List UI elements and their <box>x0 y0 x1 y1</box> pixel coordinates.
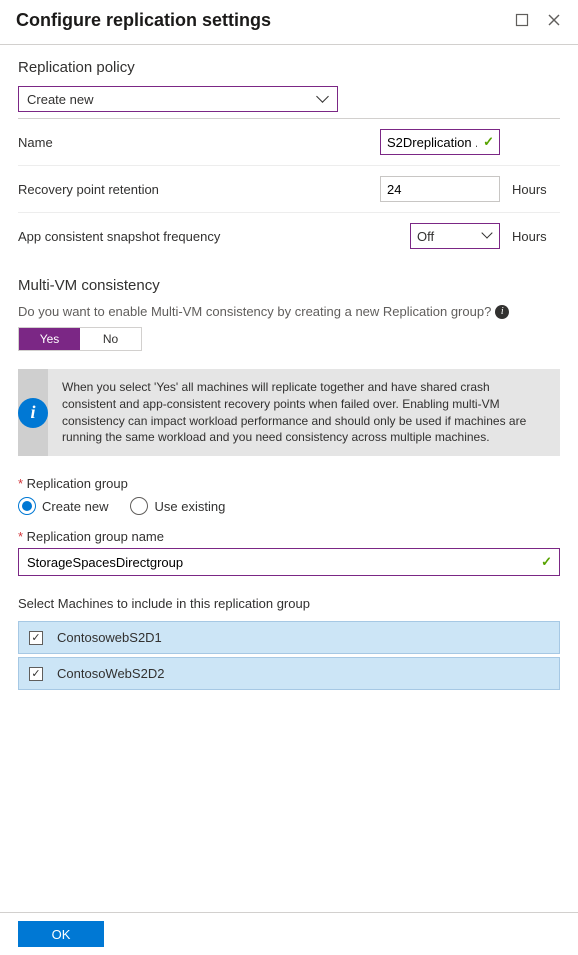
machine-name: ContosoWebS2D2 <box>57 666 164 681</box>
snapshot-label: App consistent snapshot frequency <box>18 229 410 244</box>
repgroup-name-label: Replication group name <box>18 529 560 544</box>
info-circle-icon: i <box>18 398 48 428</box>
close-icon[interactable] <box>542 8 566 32</box>
radio-use-existing[interactable]: Use existing <box>130 497 225 515</box>
repgroup-name-input[interactable] <box>18 548 560 576</box>
machine-row[interactable]: ✓ ContosoWebS2D2 <box>18 657 560 690</box>
page-title: Configure replication settings <box>16 10 502 31</box>
toggle-no[interactable]: No <box>80 328 141 350</box>
snapshot-value: Off <box>417 229 434 244</box>
multivm-question: Do you want to enable Multi-VM consisten… <box>18 304 491 319</box>
replication-policy-title: Replication policy <box>18 59 560 76</box>
checkbox-icon[interactable]: ✓ <box>29 631 43 645</box>
policy-dropdown[interactable]: Create new <box>18 86 338 112</box>
name-label: Name <box>18 135 380 150</box>
machine-row[interactable]: ✓ ContosowebS2D1 <box>18 621 560 654</box>
ok-button[interactable]: OK <box>18 921 104 947</box>
check-icon: ✓ <box>483 134 494 150</box>
retention-label: Recovery point retention <box>18 182 380 197</box>
info-icon[interactable]: i <box>495 305 509 319</box>
radio-create-new-label: Create new <box>42 499 108 514</box>
multivm-title: Multi-VM consistency <box>18 277 560 294</box>
machine-name: ContosowebS2D1 <box>57 630 162 645</box>
retention-input[interactable] <box>380 176 500 202</box>
policy-dropdown-value: Create new <box>27 92 93 107</box>
name-input[interactable] <box>380 129 500 155</box>
retention-unit: Hours <box>512 182 560 197</box>
info-text: When you select 'Yes' all machines will … <box>48 369 560 456</box>
restore-icon[interactable] <box>510 8 534 32</box>
snapshot-unit: Hours <box>512 229 560 244</box>
snapshot-dropdown[interactable]: Off <box>410 223 500 249</box>
select-machines-label: Select Machines to include in this repli… <box>18 596 560 611</box>
radio-use-existing-label: Use existing <box>154 499 225 514</box>
check-icon: ✓ <box>541 554 552 570</box>
checkbox-icon[interactable]: ✓ <box>29 667 43 681</box>
toggle-yes[interactable]: Yes <box>19 328 80 350</box>
info-box: i When you select 'Yes' all machines wil… <box>18 369 560 456</box>
radio-create-new[interactable]: Create new <box>18 497 108 515</box>
multivm-toggle[interactable]: Yes No <box>18 327 142 351</box>
repgroup-label: Replication group <box>18 476 560 491</box>
